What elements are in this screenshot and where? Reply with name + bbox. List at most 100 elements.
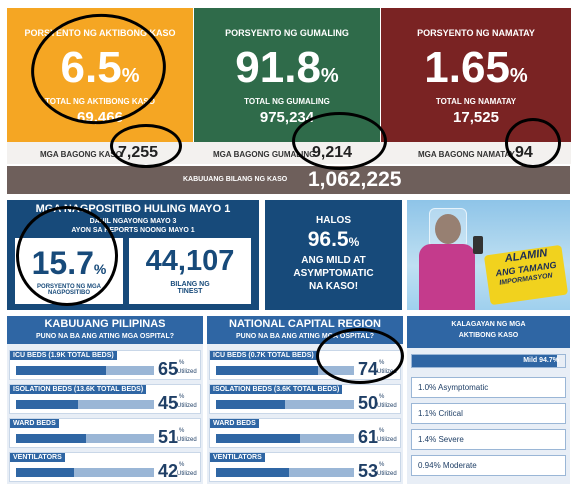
condition-title1: KALAGAYAN NG MGA [451, 321, 526, 328]
ph-row-label: WARD BEDS [10, 419, 59, 428]
mild-bar-label: Mild 94.7% [523, 357, 559, 364]
ncr-utilization-sign: % [379, 462, 385, 468]
ph-row-label: ISOLATION BEDS (13.6K TOTAL BEDS) [10, 385, 147, 394]
ncr-row-3: VENTILATORS 53% Utilized [209, 452, 401, 482]
total-cases-label: KABUUANG BILANG NG KASO [183, 176, 288, 183]
ph-utilized-label: Utilized [177, 471, 197, 477]
ph-utilization-fill [16, 400, 79, 409]
ncr-utilization-bar [216, 400, 354, 409]
ncr-utilization-bar [216, 366, 354, 375]
deaths-total-label: TOTAL NG NAMATAY [435, 97, 517, 106]
mild-panel [265, 200, 402, 310]
ph-table-header [7, 316, 203, 344]
ncr-row-label: ISOLATION BEDS (3.6K TOTAL BEDS) [210, 385, 343, 394]
ncr-utilization-fill [216, 400, 285, 409]
ncr-utilized-label: Utilized [377, 403, 397, 409]
ph-utilization-bar [16, 400, 154, 409]
ncr-utilization-sign: % [379, 394, 385, 400]
total-cases-value: 1,062,225 [308, 168, 402, 191]
recovered-total-label: TOTAL NG GUMALING [244, 97, 330, 106]
ph-utilization-percent: 45 [158, 393, 179, 413]
ncr-utilization-bar [216, 434, 354, 443]
recovered-header: PORSYENTO NG GUMALING [225, 28, 349, 38]
highlight-circle-new-active [110, 124, 182, 168]
highlight-circle-ncr-icu [316, 328, 404, 384]
positivity-sub1: DAHIL NGAYONG MAYO 3 [89, 218, 177, 225]
deaths-header: PORSYENTO NG NAMATAY [417, 28, 535, 38]
ph-utilization-bar [16, 434, 154, 443]
active-panel: PORSYENTO NG AKTIBONG KASO 6.5% TOTAL NG… [7, 8, 193, 142]
ph-row-0: ICU BEDS (1.9K TOTAL BEDS) 65% Utilized [9, 350, 201, 380]
ncr-utilized-label: Utilized [377, 437, 397, 443]
ph-title: KABUUANG PILIPINAS [44, 318, 166, 330]
ncr-row-label: WARD BEDS [210, 419, 259, 428]
ph-utilization-sign: % [179, 428, 185, 434]
person-body-icon [419, 244, 475, 310]
ph-row-2: WARD BEDS 51% Utilized [9, 418, 201, 448]
tested-value: 44,107 [145, 245, 235, 277]
ph-utilization-percent: 51 [158, 427, 179, 447]
ncr-utilization-percent: 50 [358, 393, 379, 413]
highlight-circle-positivity [16, 206, 118, 306]
deaths-percent: 1.65% [424, 43, 528, 92]
deaths-total: 17,525 [453, 109, 499, 126]
ph-utilization-sign: % [179, 360, 185, 366]
ph-utilization-sign: % [179, 394, 185, 400]
ph-row-3: VENTILATORS 42% Utilized [9, 452, 201, 482]
condition-item: 1.4% Severe [411, 429, 566, 450]
tested-label: BILANG NG TINEST [170, 281, 210, 295]
ncr-row-1: ISOLATION BEDS (3.6K TOTAL BEDS) 50% Utili… [209, 384, 401, 414]
ph-utilized-label: Utilized [177, 437, 197, 443]
condition-item: 1.0% Asymptomatic [411, 377, 566, 398]
active-header: PORSYENTO NG AKTIBONG KASO [24, 28, 176, 38]
active-total-label: TOTAL NG AKTIBONG KASO [45, 97, 155, 106]
ncr-utilization-percent: 53 [358, 461, 379, 481]
ph-utilization-bar [16, 366, 154, 375]
ph-utilization-fill [16, 434, 87, 443]
recovered-percent: 91.8% [235, 43, 339, 92]
mild-bar: Mild 94.7% [411, 354, 566, 368]
ph-utilization-percent: 65 [158, 359, 179, 379]
ph-utilization-fill [16, 468, 74, 477]
ph-row-label: VENTILATORS [10, 453, 65, 462]
active-percent: 6.5% [60, 43, 140, 92]
ncr-row-label: ICU BEDS (0.7K TOTAL BEDS) [210, 351, 317, 360]
mild-percent: 96.5% [307, 228, 360, 251]
total-cases-bar [7, 166, 570, 194]
mild-halos: HALOS [316, 215, 351, 226]
ph-utilized-label: Utilized [177, 369, 197, 375]
active-total: 69,466 [77, 109, 123, 126]
face-shield-icon [429, 208, 467, 248]
ph-utilization-percent: 42 [158, 461, 179, 481]
mild-bar-fill [412, 355, 557, 367]
condition-item: 0.94% Moderate [411, 455, 566, 476]
person-head-icon [435, 214, 461, 244]
mild-line1: ANG MILD AT [301, 255, 366, 266]
phone-icon [473, 236, 483, 254]
ncr-row-2: WARD BEDS 61% Utilized [209, 418, 401, 448]
ncr-utilization-percent: 61 [358, 427, 379, 447]
new-active-label: MGA BAGONG KASO [40, 150, 122, 159]
ph-row-1: ISOLATION BEDS (13.6K TOTAL BEDS) 45% Util… [9, 384, 201, 414]
positivity-sub2: AYON SA REPORTS NOONG MAYO 1 [71, 227, 195, 234]
mild-line2: ASYMPTOMATIC [293, 268, 374, 279]
recovered-total: 975,234 [259, 109, 315, 126]
tested-box [129, 238, 251, 304]
new-deaths-label: MGA BAGONG NAMATAY [418, 150, 515, 159]
highlight-circle-new-recovered [292, 112, 387, 170]
ncr-subtitle: PUNO NA BA ANG ATING MGA OSPITAL? [235, 333, 375, 340]
ncr-utilization-sign: % [379, 428, 385, 434]
mild-line3: NA KASO! [308, 281, 359, 292]
ph-subtitle: PUNO NA BA ANG ATING MGA OSPITAL? [35, 333, 175, 340]
highlight-circle-new-deaths [505, 118, 561, 168]
ncr-utilization-fill [216, 434, 301, 443]
ph-utilization-fill [16, 366, 106, 375]
ncr-row-label: VENTILATORS [210, 453, 265, 462]
ncr-title: NATIONAL CAPITAL REGION [229, 318, 381, 330]
ncr-utilization-bar [216, 468, 354, 477]
ncr-utilized-label: Utilized [377, 471, 397, 477]
new-recovered-label: MGA BAGONG GUMALING [213, 150, 316, 159]
ph-utilization-bar [16, 468, 154, 477]
condition-title2: AKTIBONG KASO [458, 332, 519, 339]
ph-utilization-sign: % [179, 462, 185, 468]
